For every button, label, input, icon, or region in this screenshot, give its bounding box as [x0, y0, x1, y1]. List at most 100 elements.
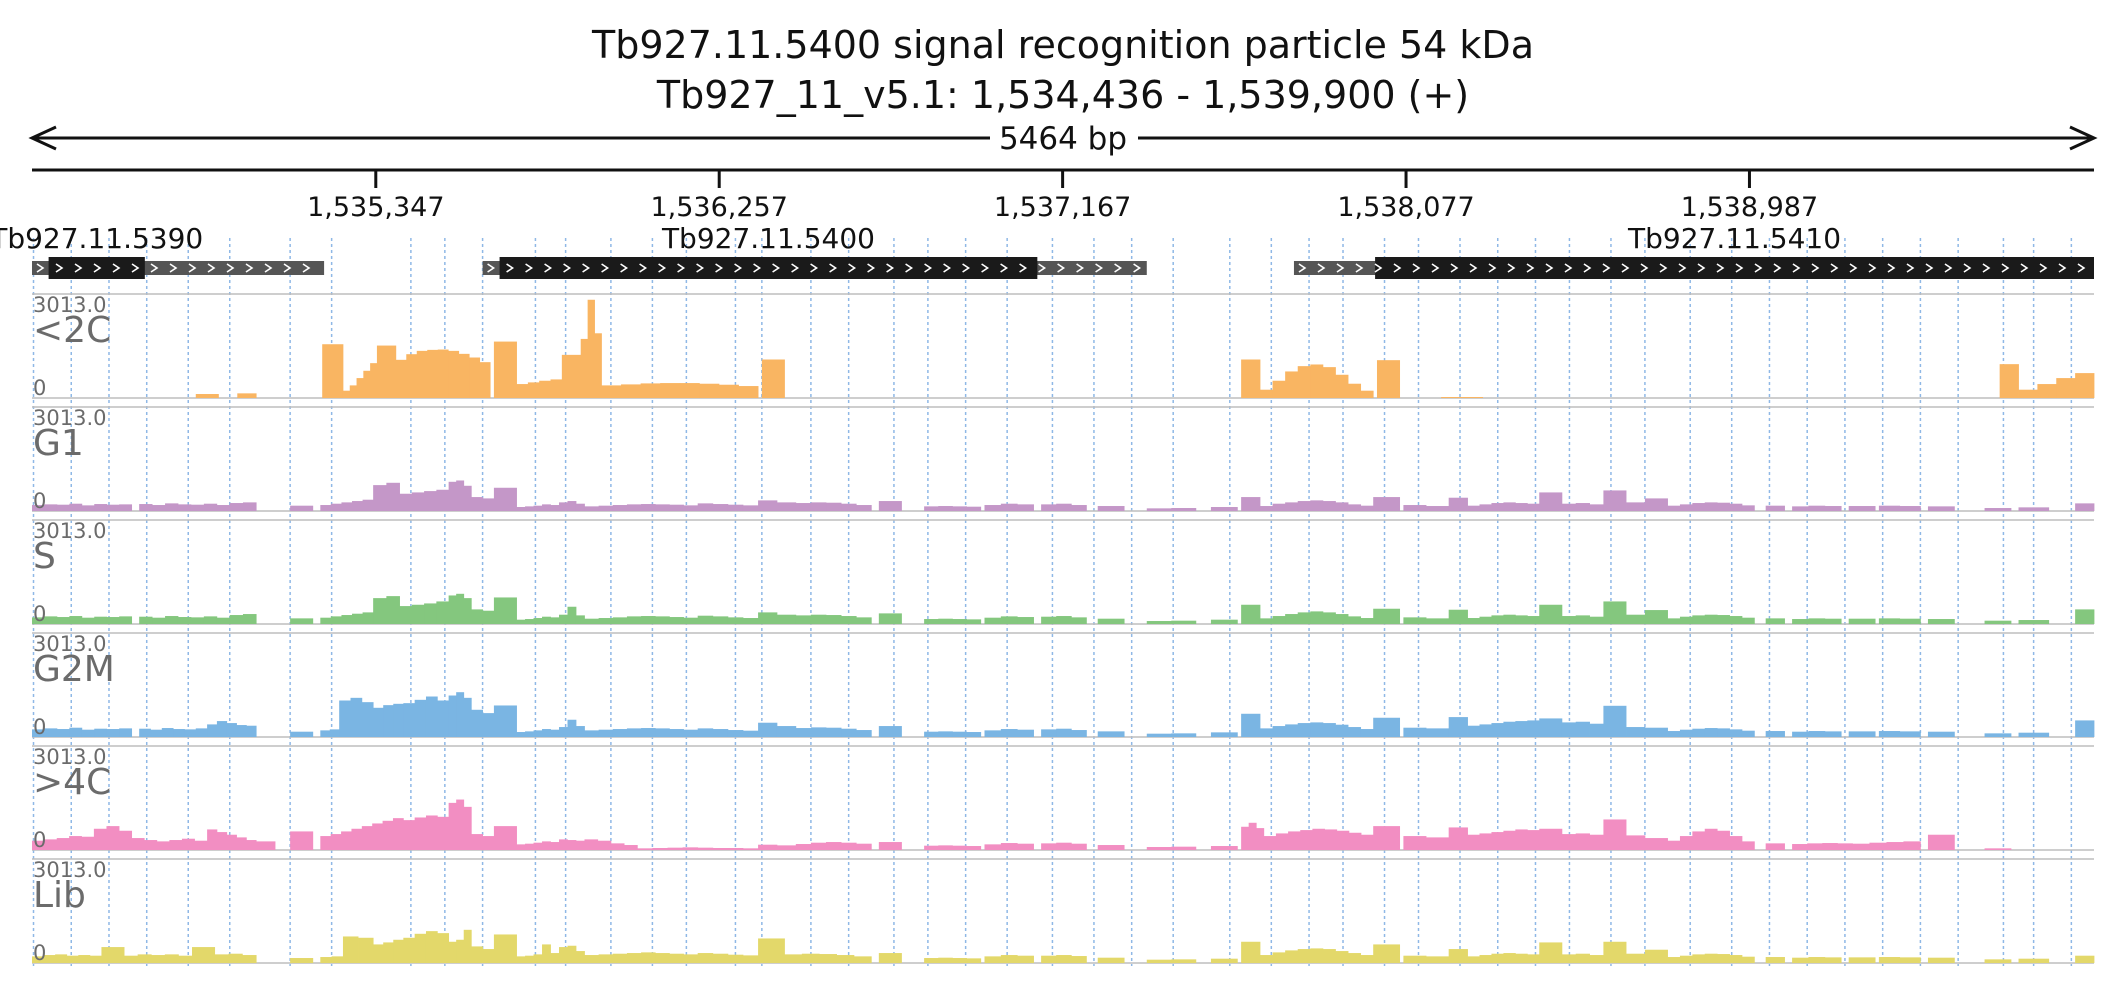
coverage-bar: [1322, 612, 1336, 624]
track-max-label: 3013.0: [33, 745, 106, 769]
coverage-bar: [1741, 505, 1755, 511]
span-arrow-right-icon: [2069, 125, 2098, 151]
coverage-bar: [1071, 505, 1087, 511]
strand-arrow-icon: [264, 263, 273, 273]
coverage-bar: [392, 818, 404, 850]
coverage-bar: [1765, 505, 1785, 511]
coverage-bar: [1679, 729, 1693, 737]
strand-arrow-icon: [867, 263, 876, 273]
coverage-bar: [290, 958, 314, 963]
coverage-bar: [373, 598, 387, 624]
coverage-bar: [697, 953, 714, 963]
coverage-bar: [1310, 364, 1324, 398]
coverage-bar: [331, 956, 344, 963]
gene-cds-bar: [48, 257, 145, 279]
strand-arrow-icon: [1621, 263, 1630, 273]
coverage-bar: [1527, 503, 1540, 511]
coverage-bar: [712, 729, 729, 737]
coverage-bar: [216, 721, 228, 737]
coverage-bar: [1448, 717, 1468, 737]
coverage-bar: [1373, 497, 1401, 511]
coverage-bar: [938, 618, 953, 624]
coverage-bar: [1146, 847, 1172, 850]
coverage-bar: [525, 955, 534, 963]
coverage-bar: [1348, 504, 1362, 511]
coverage-bar: [236, 837, 247, 850]
coverage-bar: [1335, 724, 1349, 737]
gene-label: Tb927.11.5410: [1627, 222, 1841, 255]
coverage-bar: [1824, 731, 1842, 737]
coverage-bar: [399, 493, 413, 511]
strand-arrow-icon: [1317, 263, 1326, 273]
coverage-bar: [56, 729, 70, 737]
coverage-bar: [856, 617, 872, 624]
coverage-bar: [1575, 503, 1590, 511]
coverage-bar: [1491, 615, 1504, 624]
strand-arrow-icon: [620, 263, 629, 273]
strand-arrow-icon: [1545, 263, 1554, 273]
coverage-bar: [550, 842, 560, 850]
coverage-bar: [516, 844, 526, 850]
coverage-bar: [1603, 941, 1627, 963]
coverage-bar: [1626, 502, 1646, 511]
strand-arrow-icon: [582, 263, 591, 273]
coverage-bar: [1692, 615, 1706, 624]
coverage-bar: [1248, 822, 1257, 850]
coverage-bar: [1527, 616, 1540, 624]
coverage-bar: [1448, 949, 1468, 963]
strand-arrow-icon: [1887, 263, 1896, 273]
coverage-bar: [966, 506, 982, 511]
coverage-bar: [626, 616, 642, 624]
coverage-bar: [1984, 508, 2012, 511]
coverage-bar: [463, 598, 472, 624]
coverage-bar: [414, 933, 427, 963]
coverage-bar: [841, 842, 857, 850]
coverage-bar: [1335, 502, 1349, 511]
coverage-bar: [826, 502, 842, 511]
coverage-bar: [89, 955, 102, 963]
coverage-bar: [761, 359, 785, 398]
coverage-bar: [342, 390, 351, 398]
coverage-bar: [1479, 724, 1492, 737]
coverage-bar: [1259, 955, 1273, 963]
strand-arrow-icon: [905, 263, 914, 273]
coverage-bar: [106, 729, 120, 737]
strand-arrow-icon: [1431, 263, 1440, 273]
coverage-bar: [559, 947, 568, 963]
coverage-bar: [1765, 618, 1785, 624]
track-max-label: 3013.0: [33, 293, 106, 317]
strand-arrow-icon: [55, 263, 64, 273]
track-name: S: [33, 536, 56, 577]
coverage-bar: [1097, 731, 1125, 737]
coverage-bar: [1792, 619, 1809, 624]
coverage-track: 3013.0<2C 0: [32, 293, 2095, 400]
coverage-bar: [1097, 957, 1125, 963]
coverage-bar: [372, 823, 383, 850]
coverage-bar: [580, 338, 589, 398]
coverage-bar: [69, 503, 83, 511]
coverage-bar: [382, 820, 394, 850]
coverage-bar: [1679, 955, 1693, 963]
coverage-bar: [584, 955, 600, 963]
coverage-bar: [826, 615, 842, 624]
coverage-bar: [177, 504, 192, 511]
coverage-bar: [1448, 497, 1468, 511]
coverage-bar: [144, 840, 158, 850]
coverage-bar: [1322, 501, 1336, 511]
coverage-bar: [1848, 618, 1876, 624]
coverage-bar: [81, 836, 95, 850]
coverage-bar: [1373, 826, 1401, 850]
coverage-bar: [1041, 616, 1057, 624]
coverage-bar: [493, 487, 517, 511]
coverage-bar: [1717, 615, 1730, 624]
coverage-bar: [1479, 504, 1492, 511]
coverage-bar: [106, 617, 120, 624]
coverage-bar: [1539, 604, 1563, 624]
coverage-bar: [1312, 828, 1325, 850]
coverage-bar: [1146, 621, 1172, 624]
coverage-bar: [1729, 503, 1743, 511]
coverage-bar: [1272, 616, 1286, 624]
strand-arrow-icon: [1754, 263, 1763, 273]
coverage-bar: [567, 945, 577, 963]
coverage-bar: [1852, 843, 1870, 850]
